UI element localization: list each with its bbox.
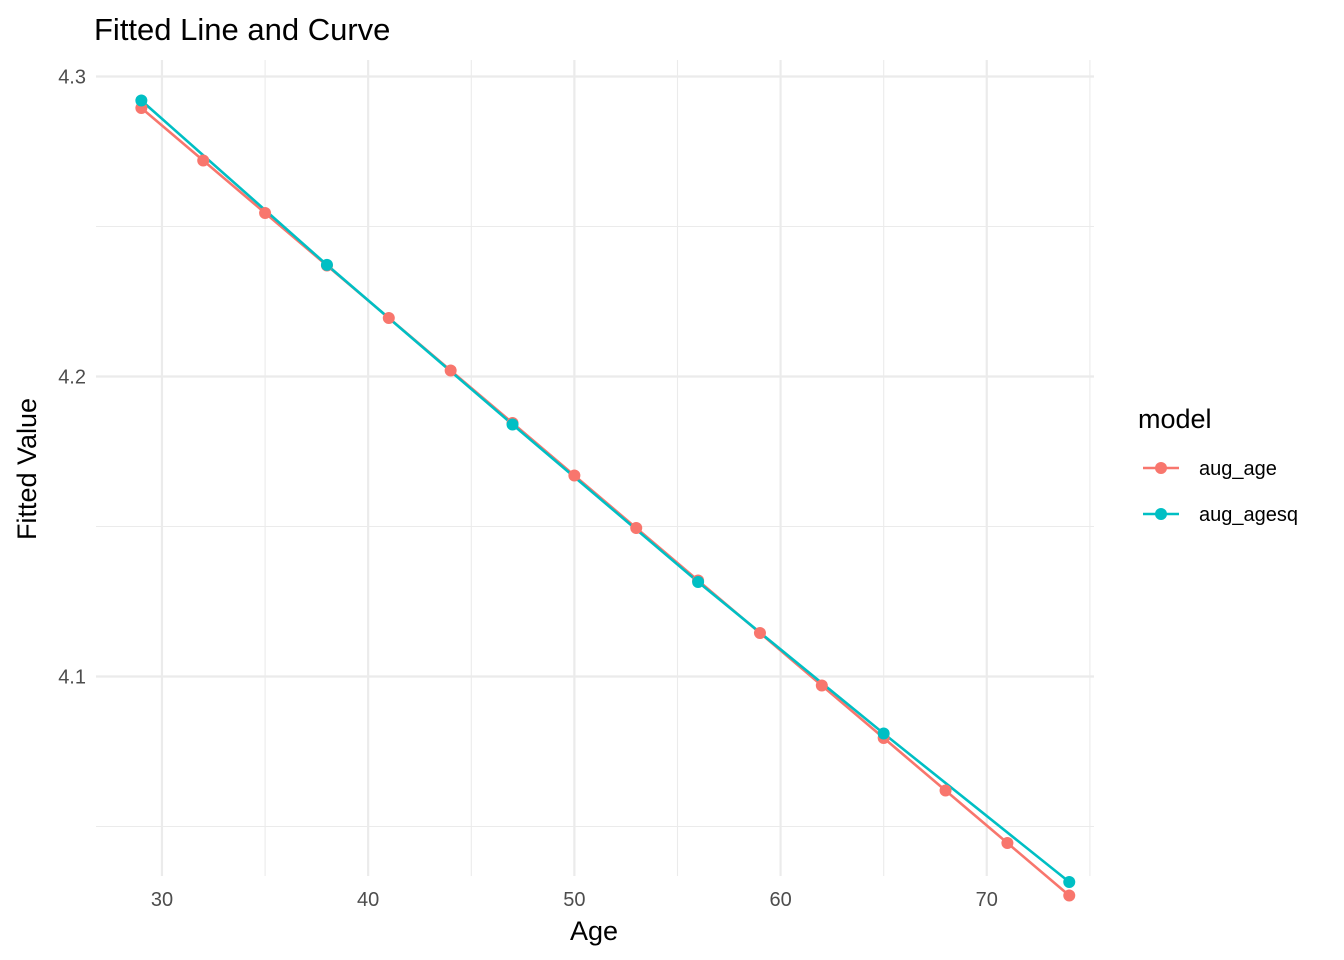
y-tick-label: 4.3 <box>58 67 86 89</box>
data-point-aug_agesq <box>320 258 333 271</box>
data-point-aug_age <box>259 207 272 219</box>
legend-item-aug_agesq: aug_agesq <box>1143 504 1298 526</box>
legend-label: aug_age <box>1199 458 1277 480</box>
legend-key-point <box>1155 508 1167 520</box>
legend-item-aug_age: aug_age <box>1143 458 1277 480</box>
x-tick-label: 60 <box>769 889 791 911</box>
y-axis-title: Fitted Value <box>12 398 42 540</box>
data-point-aug_age <box>939 784 952 797</box>
tick-layer: 30 40 50 60 70 4.1 4.2 4.3 <box>58 67 998 912</box>
data-point-aug_agesq <box>692 576 705 588</box>
legend-label: aug_agesq <box>1199 504 1298 526</box>
data-point-aug_age <box>630 522 643 534</box>
data-point-aug_agesq <box>506 418 519 431</box>
x-tick-label: 70 <box>976 889 998 911</box>
legend: model aug_age aug_agesq <box>1138 404 1298 526</box>
series-layer <box>135 94 1076 902</box>
data-point-aug_age <box>815 679 828 692</box>
grid-layer <box>96 60 1094 876</box>
y-tick-label: 4.2 <box>58 367 86 389</box>
data-point-aug_age <box>1001 837 1014 849</box>
data-point-aug_age <box>568 469 581 482</box>
x-axis-title: Age <box>570 916 618 946</box>
series-line-aug_agesq <box>140 99 1071 884</box>
x-tick-label: 30 <box>151 889 173 911</box>
data-point-aug_age <box>444 364 457 377</box>
data-point-aug_agesq <box>877 727 890 740</box>
legend-key-point <box>1155 462 1167 474</box>
data-point-aug_age <box>382 312 395 324</box>
y-tick-label: 4.1 <box>58 667 86 689</box>
data-point-aug_agesq <box>1063 876 1076 888</box>
data-point-aug_age <box>197 154 210 167</box>
data-point-aug_agesq <box>135 94 148 107</box>
x-tick-label: 40 <box>357 889 379 911</box>
data-point-aug_age <box>1063 889 1076 902</box>
chart-title: Fitted Line and Curve <box>94 12 390 47</box>
x-tick-label: 50 <box>563 889 585 911</box>
legend-items: aug_age aug_agesq <box>1143 458 1298 526</box>
legend-title: model <box>1138 404 1212 434</box>
data-point-aug_age <box>753 627 766 639</box>
